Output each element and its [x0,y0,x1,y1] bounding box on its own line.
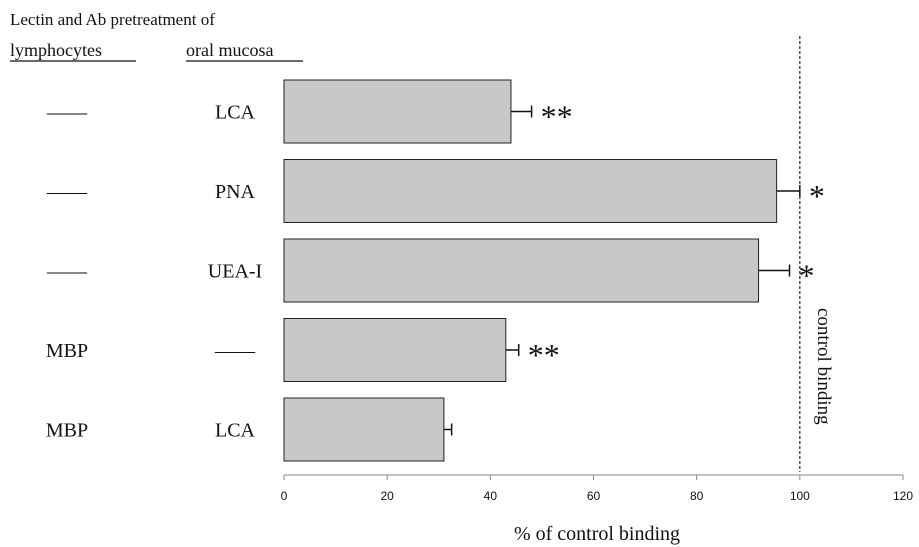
row-label-oral-mucosa: LCA [215,102,256,124]
bar [283,238,760,303]
x-tick-label: 20 [380,489,394,503]
bar [283,79,512,144]
row-label-lymphocytes: —— [46,102,88,124]
bars-group: ****** [283,79,825,462]
significance-marker: * [809,178,825,214]
significance-marker: ** [528,337,560,373]
x-axis-ticks-group: 0 20 40 60 80 100 120 [281,475,913,503]
x-axis-label: % of control binding [514,523,680,545]
significance-marker: * [799,258,815,294]
row-label-oral-mucosa: UEA-I [208,261,262,283]
row-label-oral-mucosa: LCA [215,420,256,442]
row-label-oral-mucosa: —— [214,340,256,362]
row-label-lymphocytes: MBP [46,340,88,362]
x-tick-label: 80 [690,489,704,503]
row-label-lymphocytes: —— [46,261,88,283]
significance-marker: ** [541,99,573,135]
x-tick-label: 0 [281,489,288,503]
row-label-lymphocytes: —— [46,181,88,203]
x-tick-label: 100 [790,489,810,503]
row-label-lymphocytes: MBP [46,420,88,442]
column-header-lymphocytes: lymphocytes [10,40,102,60]
row-label-oral-mucosa: PNA [215,181,256,203]
x-tick-label: 40 [484,489,498,503]
bar [283,159,778,223]
x-tick-label: 60 [587,489,601,503]
control-binding-label: control binding [813,308,834,425]
column-header-oral-mucosa: oral mucosa [186,40,273,60]
header-title: Lectin and Ab pretreatment of [10,10,215,29]
row-labels-group: —— LCA —— PNA —— UEA-I MBP —— MBP LCA [46,102,262,442]
bar [283,397,445,462]
bar [283,318,507,382]
x-tick-label: 120 [893,489,913,503]
